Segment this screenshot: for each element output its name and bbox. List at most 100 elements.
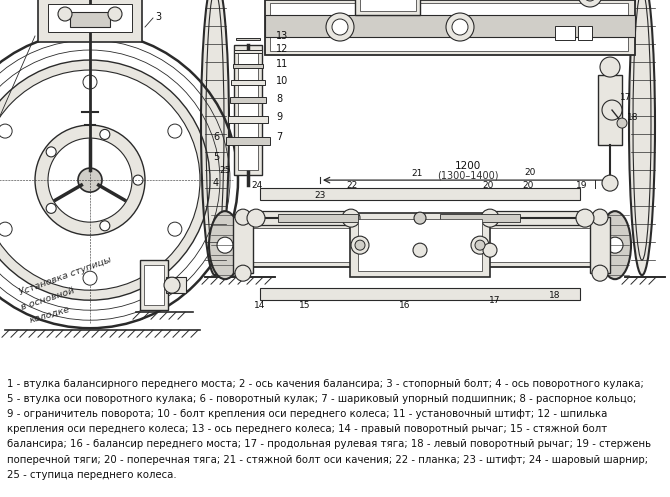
Text: 6: 6 [213,132,219,142]
Bar [238,50,258,170]
Circle shape [100,129,110,140]
Bar [233,64,263,68]
Text: колодке: колодке [28,305,71,325]
Ellipse shape [630,0,654,274]
Bar [231,80,265,85]
Circle shape [592,265,608,281]
Text: 19: 19 [576,180,588,190]
Text: 21: 21 [411,168,423,177]
Ellipse shape [599,211,631,279]
Text: 5: 5 [213,152,219,162]
Text: 11: 11 [276,59,288,69]
Circle shape [133,175,143,185]
Circle shape [475,240,485,250]
Text: крепления оси переднего колеса; 13 - ось переднего колеса; 14 - правый поворотны: крепления оси переднего колеса; 13 - ось… [7,424,608,434]
Text: 25: 25 [219,166,230,174]
Bar [166,277,186,293]
Text: 16: 16 [399,301,411,310]
Circle shape [578,0,602,7]
Ellipse shape [202,0,228,274]
Text: 9 - ограничитель поворота; 10 - болт крепления оси переднего колеса; 11 - устано: 9 - ограничитель поворота; 10 - болт кре… [7,409,608,419]
Text: 25 - ступица переднего колеса.: 25 - ступица переднего колеса. [7,470,177,480]
Text: 12: 12 [276,44,288,54]
Circle shape [576,209,594,227]
Circle shape [452,19,468,35]
Text: 1200: 1200 [454,161,480,171]
Circle shape [35,125,145,235]
Ellipse shape [209,211,241,279]
Bar [260,288,580,300]
Circle shape [83,75,97,89]
Circle shape [414,212,426,224]
Bar [360,0,416,11]
Circle shape [602,100,622,120]
Text: 20: 20 [525,167,536,176]
Circle shape [108,7,122,21]
Text: Установка ступицы: Установка ступицы [18,255,113,297]
Circle shape [83,271,97,285]
Circle shape [607,237,623,253]
Circle shape [0,124,12,138]
Text: 18: 18 [627,113,639,122]
Bar [490,211,585,225]
Circle shape [46,147,56,157]
Text: 20: 20 [482,180,494,190]
Circle shape [584,0,596,1]
Bar [278,214,358,222]
Bar [555,26,575,40]
Text: 1 - втулка балансирного переднего моста; 2 - ось качения балансира; 3 - стопорны: 1 - втулка балансирного переднего моста;… [7,379,644,389]
Circle shape [600,57,620,77]
Circle shape [217,237,233,253]
Bar [48,4,132,32]
Text: 17: 17 [489,296,500,305]
Text: 14: 14 [255,301,266,310]
Text: 22: 22 [346,180,358,190]
Circle shape [602,175,618,191]
Circle shape [58,7,72,21]
Bar [226,137,270,145]
Circle shape [332,19,348,35]
Circle shape [592,209,608,225]
Circle shape [481,209,499,227]
Bar [140,260,168,310]
Text: 23: 23 [314,191,326,200]
Bar [355,0,420,15]
Circle shape [355,240,365,250]
Circle shape [48,138,132,222]
Bar [230,97,266,103]
Circle shape [164,277,180,293]
Bar [265,0,635,55]
Bar [350,213,490,277]
Bar [270,3,628,51]
Circle shape [483,243,497,257]
Bar [236,38,260,40]
Text: 5 - втулка оси поворотного кулака; 6 - поворотный кулак; 7 - шариковый упорный п: 5 - втулка оси поворотного кулака; 6 - п… [7,394,636,404]
Circle shape [342,209,360,227]
Bar [265,15,635,37]
Text: балансира; 16 - балансир переднего моста; 17 - продольная рулевая тяга; 18 - лев: балансира; 16 - балансир переднего моста… [7,439,651,449]
Bar [590,217,610,273]
Text: 24: 24 [251,180,263,190]
Circle shape [235,209,251,225]
Bar [70,12,110,27]
Text: 10: 10 [276,76,288,86]
Circle shape [0,222,12,236]
Circle shape [46,203,56,213]
Bar [228,116,268,123]
Text: поперечной тяги; 20 - поперечная тяга; 21 - стяжной болт оси качения; 22 - планк: поперечной тяги; 20 - поперечная тяга; 2… [7,455,649,465]
Bar [260,188,580,200]
Circle shape [0,60,210,300]
Text: 3: 3 [155,12,161,22]
Text: 13: 13 [276,31,288,41]
Text: 18: 18 [549,291,561,300]
Circle shape [100,221,110,231]
Bar [440,214,520,222]
Bar [358,219,482,271]
Text: 15: 15 [299,301,311,310]
Circle shape [351,236,369,254]
Text: 4: 4 [213,178,219,188]
Bar [245,228,595,262]
Text: 17: 17 [620,92,632,101]
Bar [234,45,262,175]
Text: 20: 20 [523,180,534,190]
